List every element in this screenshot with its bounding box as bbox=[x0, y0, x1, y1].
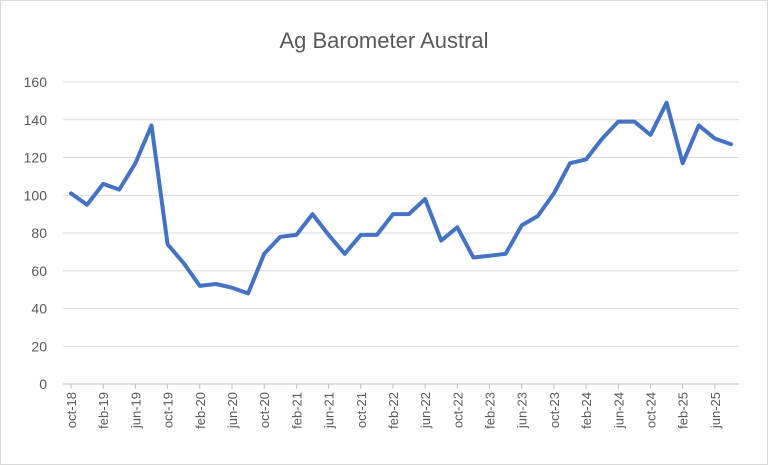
y-tick-label: 0 bbox=[39, 376, 47, 392]
x-tick-label: jun-23 bbox=[515, 392, 530, 429]
x-tick-label: feb-23 bbox=[483, 392, 498, 429]
x-tick-label: feb-20 bbox=[193, 392, 208, 429]
y-tick-label: 100 bbox=[24, 187, 48, 203]
x-tick-label: oct-24 bbox=[643, 392, 658, 428]
y-tick-label: 120 bbox=[24, 150, 48, 166]
x-tick-label: oct-18 bbox=[64, 392, 79, 428]
y-tick-label: 20 bbox=[31, 338, 47, 354]
chart-title: Ag Barometer Austral bbox=[279, 28, 488, 53]
x-tick-label: feb-21 bbox=[289, 392, 304, 429]
x-tick-label: oct-21 bbox=[354, 392, 369, 428]
x-tick-label: jun-20 bbox=[225, 392, 240, 429]
x-tick-label: jun-22 bbox=[418, 392, 433, 429]
x-tick-label: oct-19 bbox=[161, 392, 176, 428]
y-tick-label: 160 bbox=[24, 74, 48, 90]
y-tick-label: 80 bbox=[31, 225, 47, 241]
x-tick-label: jun-24 bbox=[611, 392, 626, 429]
x-axis-ticks: oct-18 feb-19 jun-19 oct-19 feb-20 jun-20 oct-… bbox=[64, 384, 723, 429]
x-tick-label: feb-24 bbox=[579, 392, 594, 429]
series-line bbox=[69, 100, 733, 296]
y-axis-ticks: 0 20 40 60 80 100 120 140 160 bbox=[24, 74, 48, 392]
y-tick-label: 60 bbox=[31, 263, 47, 279]
x-tick-label: oct-22 bbox=[450, 392, 465, 428]
y-tick-label: 140 bbox=[24, 112, 48, 128]
x-tick-label: jun-21 bbox=[322, 392, 337, 429]
x-tick-label: oct-23 bbox=[547, 392, 562, 428]
x-tick-label: feb-22 bbox=[386, 392, 401, 429]
x-tick-label: feb-25 bbox=[676, 392, 691, 429]
x-tick-label: jun-25 bbox=[708, 392, 723, 429]
y-tick-label: 40 bbox=[31, 301, 47, 317]
x-tick-label: feb-19 bbox=[96, 392, 111, 429]
x-tick-label: oct-20 bbox=[257, 392, 272, 428]
x-tick-label: jun-19 bbox=[128, 392, 143, 429]
